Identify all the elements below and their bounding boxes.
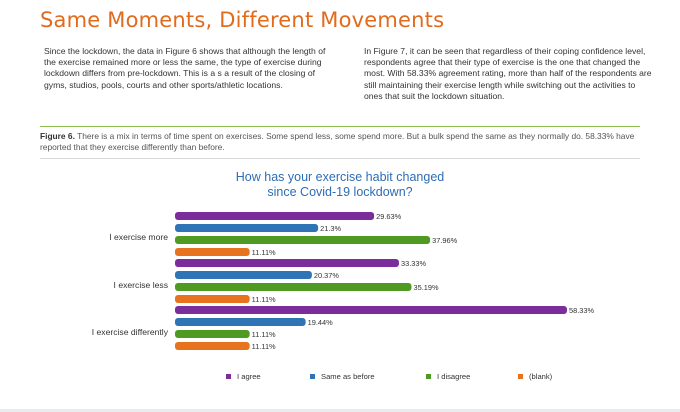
legend-item: I agree: [226, 372, 261, 381]
figure-label: Figure 6.: [40, 131, 75, 141]
bar: [175, 212, 375, 220]
chart-legend: I agree Same as before I disagree (blank…: [0, 372, 680, 384]
bar-value-label: 11.11%: [252, 248, 276, 257]
intro-paragraph-right: In Figure 7, it can be seen that regardl…: [364, 46, 652, 101]
bar: [175, 318, 306, 326]
legend-label: I disagree: [437, 372, 471, 381]
bar-value-label: 35.19%: [413, 283, 438, 292]
bar-value-label: 11.11%: [252, 295, 276, 304]
bar-value-label: 19.44%: [308, 318, 333, 327]
bar-value-label: 11.11%: [252, 330, 276, 339]
legend-label: (blank): [529, 372, 553, 381]
legend-label: Same as before: [321, 372, 375, 381]
bar-value-label: 58.33%: [569, 306, 594, 315]
category-label: I exercise more: [109, 232, 168, 242]
bar-value-label: 37.96%: [432, 236, 457, 245]
legend-swatch: [426, 374, 431, 379]
bar: [175, 295, 250, 303]
intro-paragraph-left: Since the lockdown, the data in Figure 6…: [44, 46, 326, 90]
legend-item: I disagree: [426, 372, 470, 381]
bar-value-label: 21.3%: [320, 224, 341, 233]
bar: [175, 342, 250, 350]
bar: [175, 224, 319, 232]
figure-caption: There is a mix in terms of time spent on…: [40, 131, 635, 153]
bar: [175, 236, 431, 244]
footer-bar: [0, 409, 680, 412]
legend-swatch: [226, 374, 231, 379]
category-label: I exercise differently: [91, 327, 168, 337]
bar: [175, 306, 567, 314]
legend-label: I agree: [237, 372, 261, 381]
chart-title-line1: How has your exercise habit changed: [235, 170, 445, 184]
page-title: Same Moments, Different Movements: [40, 8, 445, 32]
bar: [175, 330, 250, 338]
chart-title: How has your exercise habit changed sinc…: [190, 170, 490, 200]
figure-caption-box: Figure 6. There is a mix in terms of tim…: [40, 126, 640, 154]
bar: [175, 248, 250, 256]
chart-title-line2: since Covid-19 lockdown?: [267, 185, 413, 199]
legend-item: (blank): [518, 372, 552, 381]
bar-value-label: 33.33%: [401, 259, 426, 268]
bar-value-label: 11.11%: [252, 342, 276, 351]
bar: [175, 259, 399, 267]
bar: [175, 271, 312, 279]
category-label: I exercise less: [113, 280, 168, 290]
bar-value-label: 29.63%: [376, 212, 401, 221]
legend-swatch: [518, 374, 523, 379]
divider: [40, 158, 640, 159]
bar: [175, 283, 412, 291]
legend-item: Same as before: [310, 372, 375, 381]
bar-value-label: 20.37%: [314, 271, 339, 280]
legend-swatch: [310, 374, 315, 379]
